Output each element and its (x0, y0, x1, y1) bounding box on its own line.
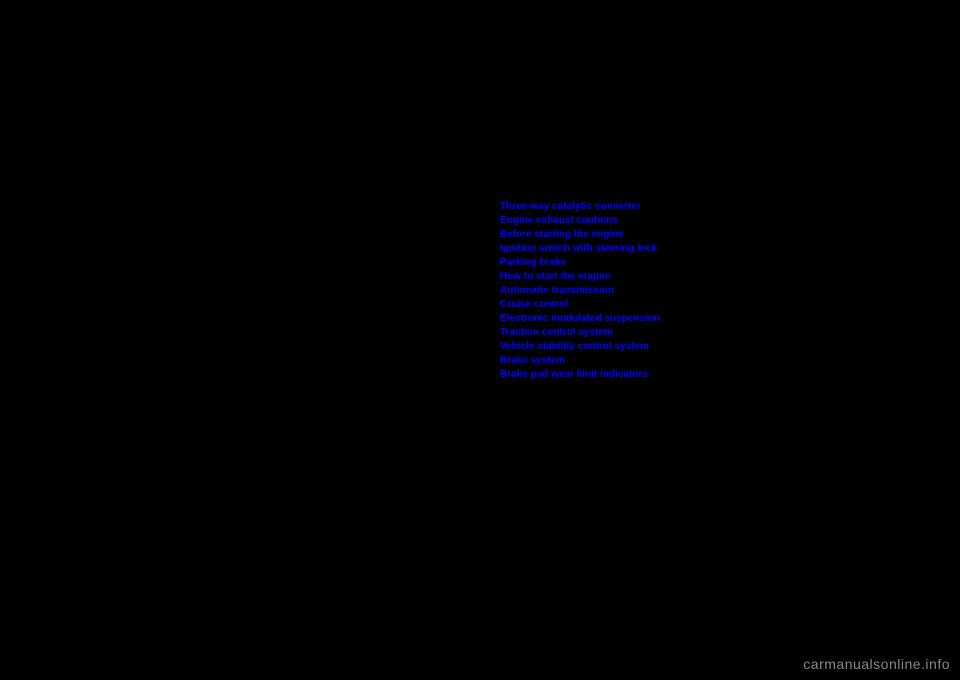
toc-link[interactable]: Parking brake (500, 256, 660, 270)
toc-link[interactable]: Brake pad wear limit indicators (500, 368, 660, 382)
toc-link[interactable]: Engine exhaust cautions (500, 214, 660, 228)
toc-link[interactable]: Vehicle stability control system (500, 340, 660, 354)
table-of-contents: Three-way catalytic converter Engine exh… (500, 200, 660, 382)
toc-link[interactable]: Ignition switch with steering lock (500, 242, 660, 256)
toc-link[interactable]: Automatic transmission (500, 284, 660, 298)
toc-link[interactable]: Three-way catalytic converter (500, 200, 660, 214)
toc-link[interactable]: Traction control system (500, 326, 660, 340)
toc-link[interactable]: Electronic modulated suspension (500, 312, 660, 326)
watermark-text: carmanualsonline.info (803, 656, 950, 672)
toc-link[interactable]: Cruise control (500, 298, 660, 312)
manual-page: Three-way catalytic converter Engine exh… (0, 0, 960, 680)
toc-link[interactable]: Before starting the engine (500, 228, 660, 242)
toc-link[interactable]: Brake system (500, 354, 660, 368)
toc-link[interactable]: How to start the engine (500, 270, 660, 284)
